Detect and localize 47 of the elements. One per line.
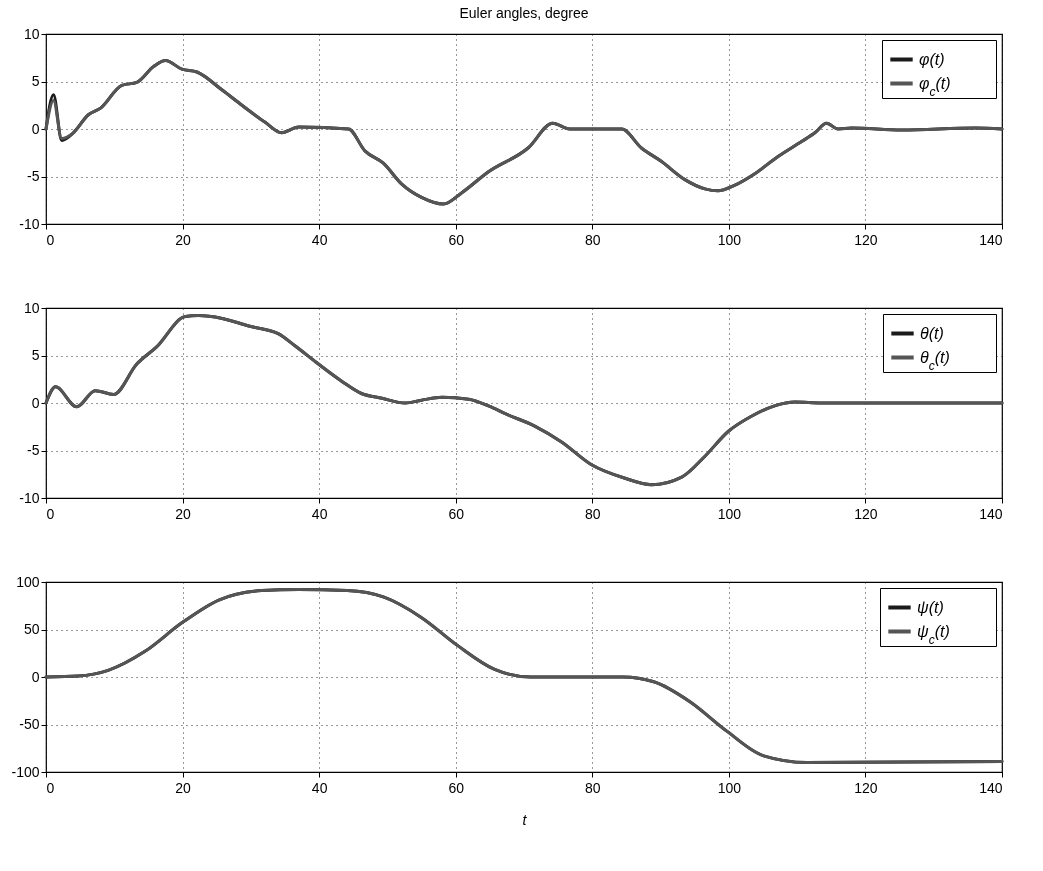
x-tick-label: 0 bbox=[46, 231, 55, 248]
legend-label: θ$_{c}$(t) bbox=[920, 348, 950, 373]
x-tick-label: 100 bbox=[717, 505, 742, 522]
x-tick-label: 80 bbox=[585, 231, 601, 248]
y-tick-label: 0 bbox=[31, 668, 40, 685]
y-tick-label: -5 bbox=[27, 168, 40, 184]
x-tick-label: 140 bbox=[979, 231, 1003, 248]
legend-label: ψ$_{c}$(t) bbox=[917, 622, 950, 647]
y-tick-label: 100 bbox=[16, 573, 40, 590]
y-tick-label: 10 bbox=[23, 25, 40, 42]
y-tick-label: -10 bbox=[19, 215, 40, 232]
x-tick-label: 120 bbox=[854, 231, 878, 248]
y-tick-label: -100 bbox=[11, 763, 40, 780]
x-tick-label: 120 bbox=[854, 505, 878, 522]
legend-label: φ$_{c}$(t) bbox=[919, 74, 951, 99]
y-tick-label: 0 bbox=[31, 120, 40, 137]
x-tick-label: 120 bbox=[854, 779, 878, 796]
x-tick-label: 100 bbox=[717, 779, 742, 796]
legend-label: ψ(t) bbox=[917, 598, 944, 616]
x-tick-label: 60 bbox=[448, 231, 465, 248]
x-tick-label: 80 bbox=[585, 779, 601, 796]
y-tick-label: 0 bbox=[31, 394, 40, 411]
x-tick-label: 20 bbox=[175, 779, 192, 796]
y-tick-label: -10 bbox=[19, 489, 40, 506]
legend-label: θ(t) bbox=[920, 324, 944, 342]
x-tick-label: 0 bbox=[46, 779, 55, 796]
x-tick-label: 60 bbox=[448, 779, 465, 796]
x-tick-label: 20 bbox=[175, 231, 192, 248]
x-tick-label: 20 bbox=[175, 505, 192, 522]
x-tick-label: 40 bbox=[311, 779, 328, 796]
x-tick-label: 40 bbox=[311, 231, 328, 248]
chart-title: Euler angles, degree bbox=[459, 5, 589, 21]
x-tick-label: 80 bbox=[585, 505, 601, 522]
x-tick-label: 40 bbox=[311, 505, 328, 522]
y-tick-label: 10 bbox=[23, 299, 40, 316]
y-tick-label: 5 bbox=[31, 347, 40, 363]
y-tick-label: -50 bbox=[19, 716, 40, 732]
legend-label: φ(t) bbox=[919, 50, 945, 68]
x-tick-label: 140 bbox=[979, 505, 1003, 522]
y-tick-label: 50 bbox=[23, 621, 40, 637]
x-axis-title: t bbox=[522, 811, 528, 828]
y-tick-label: -5 bbox=[27, 442, 40, 458]
x-tick-label: 100 bbox=[717, 231, 742, 248]
x-tick-label: 0 bbox=[46, 505, 55, 522]
x-tick-label: 60 bbox=[448, 505, 465, 522]
y-tick-label: 5 bbox=[31, 73, 40, 89]
x-tick-label: 140 bbox=[979, 779, 1003, 796]
